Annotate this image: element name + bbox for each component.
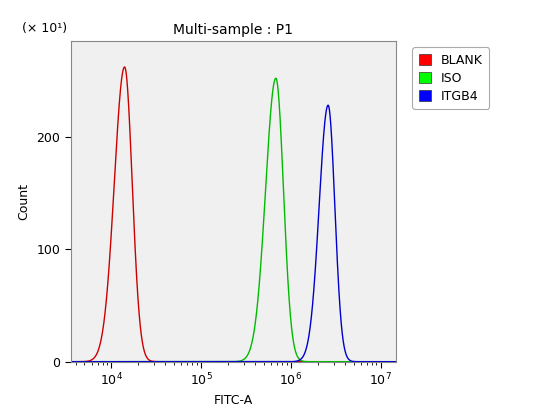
Text: (× 10¹): (× 10¹) bbox=[22, 22, 67, 35]
Y-axis label: Count: Count bbox=[18, 183, 31, 220]
X-axis label: FITC-A: FITC-A bbox=[214, 394, 253, 407]
Legend: BLANK, ISO, ITGB4: BLANK, ISO, ITGB4 bbox=[413, 47, 489, 109]
Title: Multi-sample : P1: Multi-sample : P1 bbox=[174, 23, 293, 37]
